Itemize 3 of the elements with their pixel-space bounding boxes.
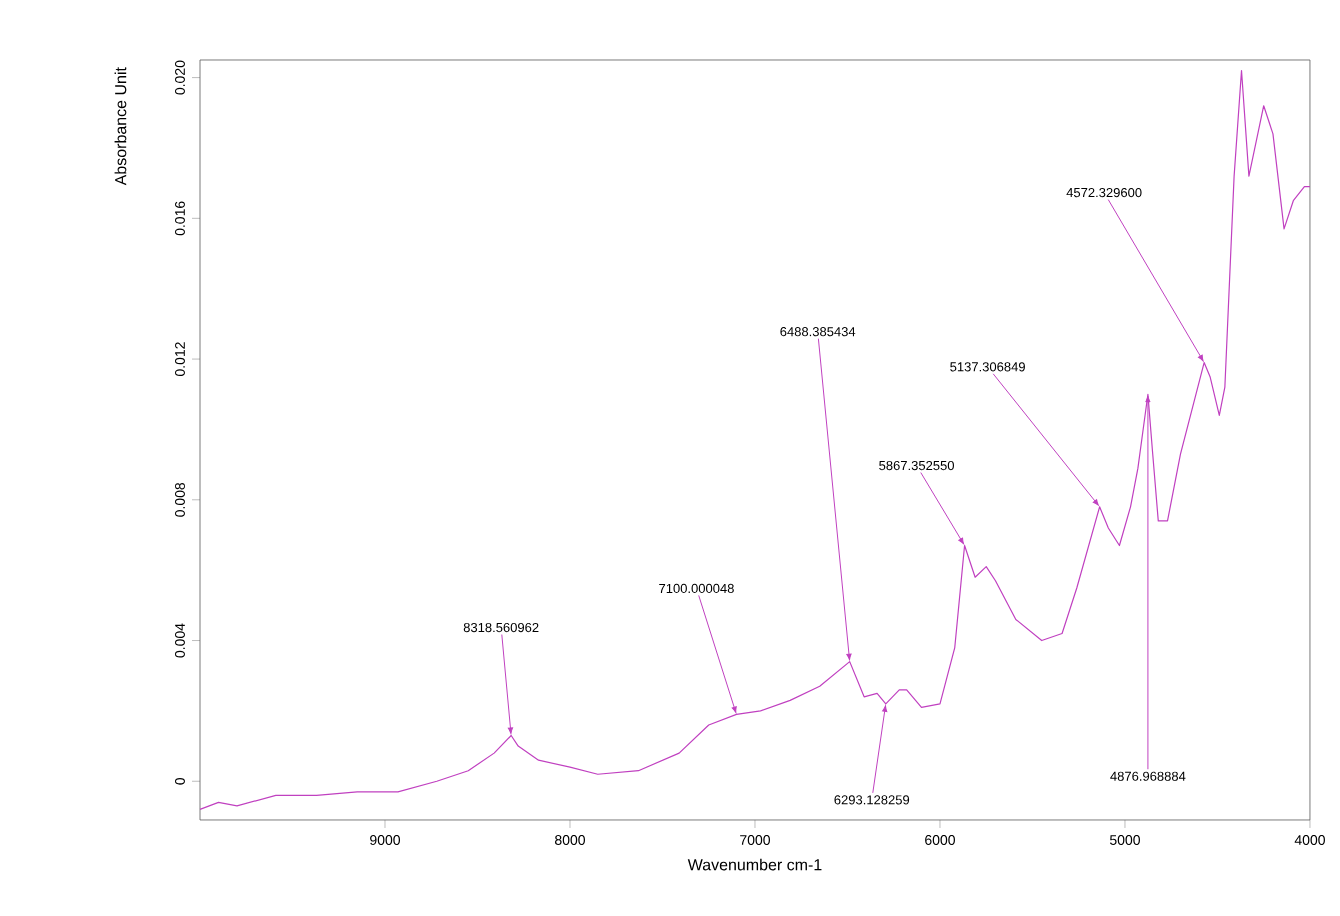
y-axis-title: Absorbance Unit (114, 67, 127, 186)
x-axis-title: Wavenumber cm-1 (687, 858, 822, 871)
line-series (199, 69, 1311, 811)
